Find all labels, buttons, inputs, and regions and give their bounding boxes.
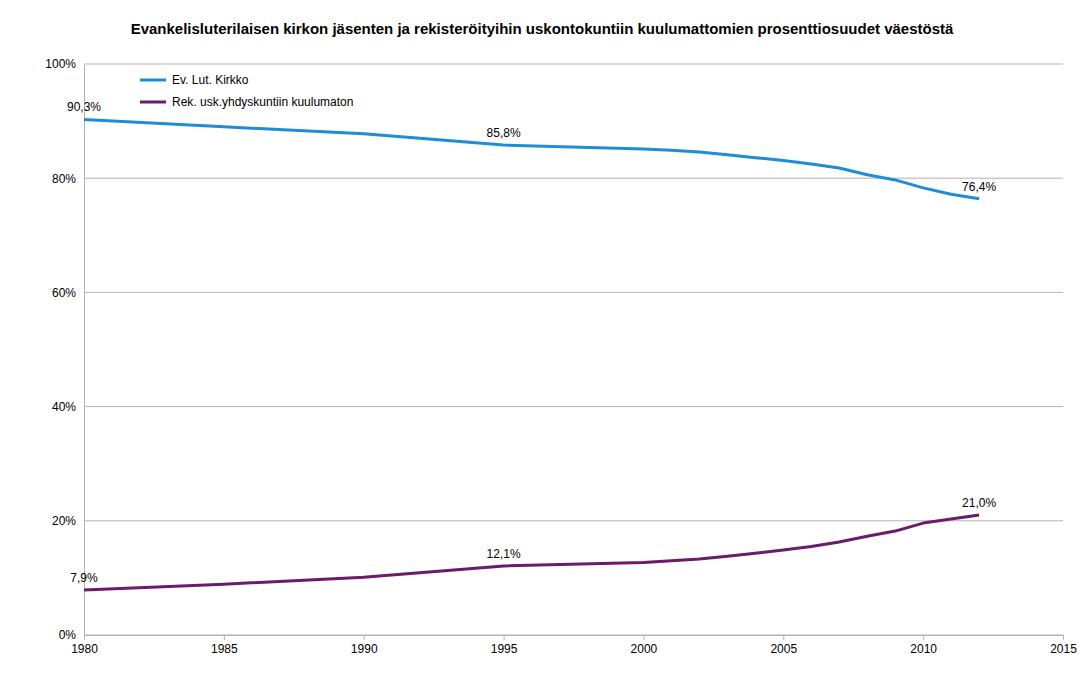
x-tick: 2015 xyxy=(1050,635,1077,656)
x-tick: 2010 xyxy=(910,635,937,656)
grid-line xyxy=(84,292,1063,293)
legend-label: Rek. usk.yhdyskuntiin kuulumaton xyxy=(172,95,353,109)
x-tick-mark xyxy=(224,635,225,640)
x-tick-mark xyxy=(84,635,85,640)
x-tick-mark xyxy=(1063,635,1064,640)
data-label: 90,3% xyxy=(67,100,101,114)
x-tick-label: 2000 xyxy=(631,642,658,656)
y-axis: 0% 20% 40% 60% 80% 100% xyxy=(45,57,84,642)
x-axis-line xyxy=(85,635,1064,636)
x-tick-label: 2010 xyxy=(910,642,937,656)
x-tick-label: 2015 xyxy=(1050,642,1077,656)
data-label: 21,0% xyxy=(962,496,996,510)
x-tick: 1980 xyxy=(71,635,98,656)
y-tick: 0% xyxy=(59,628,84,642)
grid-line xyxy=(84,64,1063,65)
y-axis-line xyxy=(84,65,85,636)
plot-area xyxy=(84,119,979,590)
data-labels: 90,3% 85,8% 76,4% 7,9% 12,1% 21,0% xyxy=(67,100,996,585)
y-tick-label: 80% xyxy=(52,172,76,186)
x-tick: 1985 xyxy=(211,635,238,656)
grid-line xyxy=(84,406,1063,407)
legend: Ev. Lut. Kirkko Rek. usk.yhdyskuntiin kuu… xyxy=(140,73,353,109)
grid-line xyxy=(84,178,1063,179)
x-tick-label: 1995 xyxy=(491,642,518,656)
title: Evankelisluterilaisen kirkon jäsenten ja… xyxy=(131,20,954,37)
grid xyxy=(84,64,1063,635)
data-label: 85,8% xyxy=(487,126,521,140)
y-tick-label: 40% xyxy=(52,400,76,414)
grid-line xyxy=(84,520,1063,521)
y-tick-label: 20% xyxy=(52,514,76,528)
data-label: 7,9% xyxy=(70,571,98,585)
x-tick-label: 1980 xyxy=(71,642,98,656)
series-line xyxy=(84,119,979,198)
x-tick: 1995 xyxy=(491,635,518,656)
x-tick-label: 1990 xyxy=(351,642,378,656)
x-tick-label: 1985 xyxy=(211,642,238,656)
x-axis: 1980 1985 1990 1995 2000 2005 2010 2015 xyxy=(71,635,1077,656)
x-tick-mark xyxy=(504,635,505,640)
y-tick: 100% xyxy=(45,57,84,71)
x-tick: 2005 xyxy=(770,635,797,656)
chart: Evankelisluterilaisen kirkon jäsenten ja… xyxy=(0,0,1084,689)
x-tick: 1990 xyxy=(351,635,378,656)
y-tick: 40% xyxy=(52,400,84,414)
y-tick: 20% xyxy=(52,514,84,528)
data-label: 12,1% xyxy=(487,547,521,561)
data-label: 76,4% xyxy=(962,180,996,194)
grid-line xyxy=(84,635,1063,636)
legend-label: Ev. Lut. Kirkko xyxy=(172,73,249,87)
x-tick-mark xyxy=(643,635,644,640)
x-tick: 2000 xyxy=(631,635,658,656)
legend-swatch xyxy=(140,79,166,82)
series-line xyxy=(84,515,979,590)
y-tick-label: 0% xyxy=(59,628,77,642)
y-tick: 80% xyxy=(52,172,84,186)
y-tick: 60% xyxy=(52,286,84,300)
x-tick-label: 2005 xyxy=(770,642,797,656)
legend-swatch xyxy=(140,101,166,104)
y-tick-label: 100% xyxy=(45,57,76,71)
x-tick-mark xyxy=(783,635,784,640)
y-tick-label: 60% xyxy=(52,286,76,300)
x-tick-mark xyxy=(364,635,365,640)
x-tick-mark xyxy=(923,635,924,640)
